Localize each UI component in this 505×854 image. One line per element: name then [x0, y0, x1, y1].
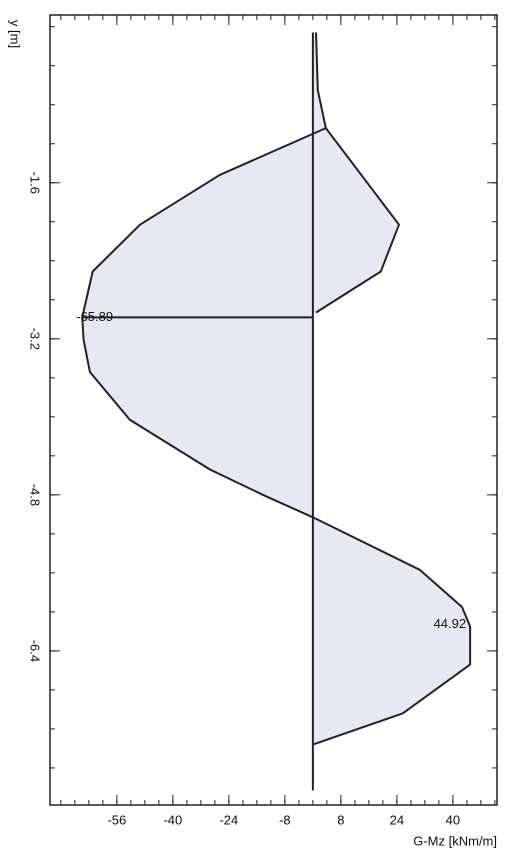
x-tick-label: -8: [279, 812, 291, 827]
y-axis-label: y [m]: [8, 20, 23, 48]
x-tick-label: -24: [219, 812, 238, 827]
plot-frame: [49, 14, 498, 806]
moment-outline: [81, 127, 472, 746]
moment-area: [82, 128, 471, 745]
moment-outline: [315, 32, 400, 314]
x-tick-label: -40: [163, 812, 182, 827]
data-label: -65.89: [76, 309, 113, 324]
x-tick-label: 40: [446, 812, 460, 827]
moment-area: [312, 32, 399, 313]
y-tick-label: -3.2: [28, 328, 43, 350]
y-tick-label: -6.4: [28, 640, 43, 662]
x-tick-label: 8: [337, 812, 344, 827]
y-tick-label: -4.8: [28, 484, 43, 506]
x-axis-label: G-Mz [kNm/m]: [413, 833, 497, 848]
data-label: 44.92: [434, 616, 467, 631]
x-tick-label: -56: [107, 812, 126, 827]
x-tick-label: 24: [390, 812, 404, 827]
y-tick-label: -1.6: [28, 172, 43, 194]
